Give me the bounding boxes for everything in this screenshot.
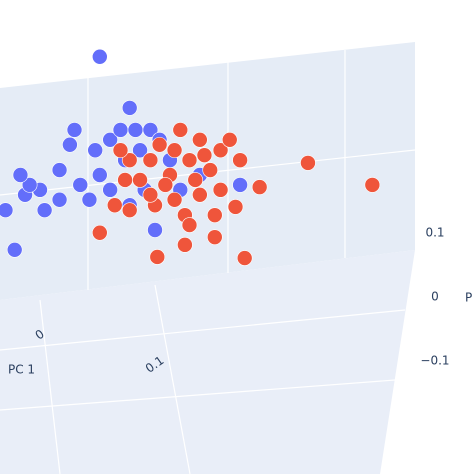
point	[227, 199, 244, 215]
point	[149, 249, 166, 265]
x-axis-title: PC 1	[8, 363, 35, 377]
point	[132, 142, 148, 159]
point	[72, 177, 89, 193]
z-axis-title: P	[465, 291, 472, 305]
point	[62, 136, 78, 153]
point	[12, 167, 29, 183]
point	[117, 172, 133, 188]
point	[166, 191, 183, 208]
point	[66, 122, 83, 138]
point	[142, 122, 159, 138]
point	[132, 172, 148, 188]
point	[51, 191, 68, 208]
point	[81, 191, 98, 208]
point	[196, 147, 213, 163]
point	[36, 202, 53, 218]
point	[157, 177, 174, 193]
point	[0, 202, 14, 218]
point	[6, 242, 23, 258]
point	[112, 142, 129, 159]
point	[364, 177, 381, 193]
point	[181, 217, 198, 233]
grid	[0, 50, 416, 474]
point	[181, 152, 198, 168]
point	[187, 172, 204, 188]
point	[102, 132, 118, 148]
point	[87, 142, 103, 159]
point	[251, 179, 268, 195]
floor	[0, 250, 415, 474]
z-tick-label: −0.1	[420, 354, 449, 368]
point	[121, 100, 138, 116]
point	[202, 162, 218, 178]
point	[92, 48, 108, 65]
point	[166, 142, 183, 159]
point	[92, 224, 108, 241]
point	[212, 142, 229, 159]
point	[151, 136, 168, 153]
point	[192, 132, 208, 148]
point	[236, 250, 253, 266]
point	[300, 155, 316, 171]
point	[232, 152, 248, 168]
point	[177, 237, 193, 253]
point	[192, 187, 208, 203]
point	[212, 182, 229, 198]
point	[232, 177, 248, 193]
point	[142, 187, 159, 203]
point	[127, 122, 144, 138]
point	[112, 122, 129, 138]
point	[106, 197, 123, 214]
point	[221, 132, 238, 148]
point	[102, 182, 118, 198]
point	[21, 177, 38, 193]
point	[121, 202, 138, 218]
point	[142, 152, 159, 168]
point	[207, 207, 223, 223]
point	[51, 162, 68, 178]
point	[121, 152, 138, 168]
z-tick-label: 0.1	[425, 226, 444, 240]
z-tick-label: 0	[431, 290, 439, 304]
point	[172, 122, 189, 138]
point	[92, 167, 108, 183]
point	[207, 229, 223, 245]
point	[147, 222, 163, 238]
